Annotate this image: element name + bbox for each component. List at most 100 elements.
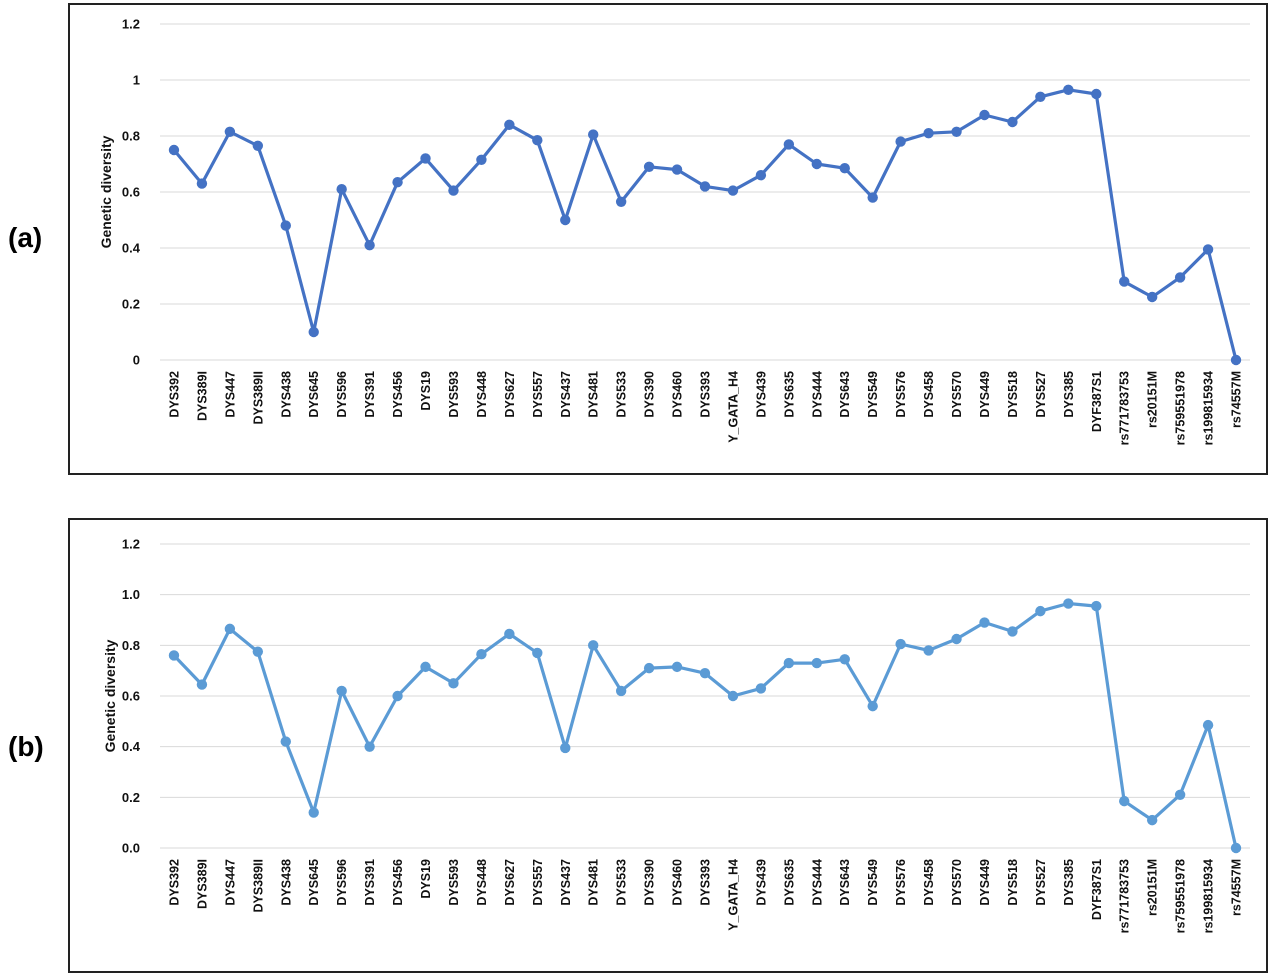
x-tick-label: DYS391: [363, 859, 377, 906]
data-point: [364, 741, 375, 752]
x-tick-label: DYS645: [307, 371, 321, 418]
data-point: [643, 662, 655, 674]
x-tick-label: DYS389I: [195, 859, 209, 909]
x-tick-label: DYS635: [782, 859, 796, 906]
x-tick-label: DYS627: [503, 859, 517, 906]
x-tick-label: DYS570: [950, 859, 964, 906]
y-tick-label: 0.0: [122, 841, 140, 856]
y-tick-label: 0.8: [122, 129, 140, 144]
data-point: [1146, 814, 1158, 826]
data-point: [979, 617, 990, 628]
x-tick-label: DYF387S1: [1090, 859, 1104, 920]
x-tick-label: DYS549: [866, 859, 880, 906]
data-point: [811, 158, 822, 170]
data-point: [252, 140, 264, 151]
data-point: [1091, 600, 1102, 612]
data-point: [1119, 276, 1130, 287]
y-tick-label: 0.2: [122, 297, 140, 312]
x-tick-label: DYS448: [475, 859, 489, 906]
data-point: [923, 128, 934, 139]
x-tick-label: DYS444: [810, 371, 824, 418]
x-tick-label: DYS456: [391, 371, 405, 418]
data-point: [504, 119, 515, 130]
y-tick-label: 0.8: [122, 638, 140, 653]
data-point: [532, 135, 543, 146]
y-tick-label: 0.6: [122, 185, 140, 200]
data-point: [560, 742, 571, 754]
data-point: [1035, 605, 1046, 617]
y-tick-label: 1.0: [122, 587, 140, 602]
x-tick-label: rs759551978: [1174, 859, 1188, 933]
data-point: [671, 661, 683, 673]
data-point: [1063, 84, 1074, 96]
x-tick-label: DYS635: [782, 371, 796, 418]
x-tick-label: DYS19: [419, 371, 433, 411]
data-point: [1035, 91, 1046, 103]
x-tick-label: DYS645: [307, 859, 321, 906]
data-point: [727, 690, 739, 702]
data-point: [1119, 795, 1130, 807]
x-tick-label: DYS385: [1062, 371, 1076, 418]
data-point: [783, 139, 795, 150]
data-point: [755, 170, 767, 181]
data-point: [588, 640, 599, 651]
data-point: [1230, 354, 1242, 366]
data-point: [923, 645, 934, 656]
x-tick-label: DYS643: [838, 859, 852, 906]
x-tick-label: rs199815934: [1202, 859, 1216, 933]
data-point: [1174, 789, 1186, 800]
y-tick-label: 0: [133, 353, 140, 368]
x-tick-label: DYS458: [922, 371, 936, 418]
x-tick-label: DYS447: [223, 859, 237, 906]
data-point: [1063, 598, 1074, 609]
x-tick-label: DYS458: [922, 859, 936, 906]
x-tick-label: DYS533: [615, 371, 629, 418]
x-tick-label: DYS518: [1006, 859, 1020, 906]
data-point: [392, 177, 403, 188]
y-tick-label: 0.2: [122, 790, 140, 805]
x-tick-label: DYS481: [587, 859, 601, 906]
x-tick-label: DYS527: [1034, 371, 1048, 418]
x-tick-label: DYS389I: [195, 371, 209, 421]
data-point: [699, 668, 711, 679]
data-point: [308, 807, 319, 818]
x-tick-label: Y_GATA_H4: [726, 859, 740, 931]
x-tick-label: rs199815934: [1202, 371, 1216, 445]
data-point: [615, 196, 627, 207]
data-point: [364, 240, 375, 251]
data-point: [895, 638, 906, 650]
data-point: [504, 628, 515, 640]
data-point: [392, 690, 403, 702]
y-axis-label: Genetic diversity: [102, 639, 118, 752]
x-tick-label: rs74557M: [1230, 371, 1244, 428]
x-tick-label: DYS576: [894, 371, 908, 418]
data-point: [168, 650, 180, 661]
x-tick-label: rs74557M: [1230, 859, 1244, 916]
x-tick-label: DYS393: [699, 371, 713, 418]
data-point: [867, 192, 878, 203]
x-tick-label: DYS389II: [251, 371, 265, 425]
x-tick-label: DYS557: [531, 371, 545, 418]
data-point: [308, 326, 319, 338]
data-point: [699, 181, 711, 192]
data-point: [755, 683, 767, 694]
x-tick-label: DYS570: [950, 371, 964, 418]
data-point: [168, 144, 180, 156]
data-point: [867, 700, 878, 712]
chart-b-frame: [68, 518, 1268, 973]
y-axis-label: Genetic diversity: [98, 135, 114, 248]
data-point: [1202, 719, 1214, 731]
data-point: [839, 654, 850, 665]
x-tick-label: DYS389II: [251, 859, 265, 913]
x-tick-label: DYS390: [643, 859, 657, 906]
data-point: [224, 623, 236, 635]
data-point: [783, 657, 795, 669]
data-point: [1174, 272, 1186, 283]
x-tick-label: rs759551978: [1174, 371, 1188, 445]
data-point: [336, 685, 347, 697]
data-point: [448, 678, 459, 689]
series-line: [172, 601, 1238, 849]
x-tick-label: DYS518: [1006, 371, 1020, 418]
